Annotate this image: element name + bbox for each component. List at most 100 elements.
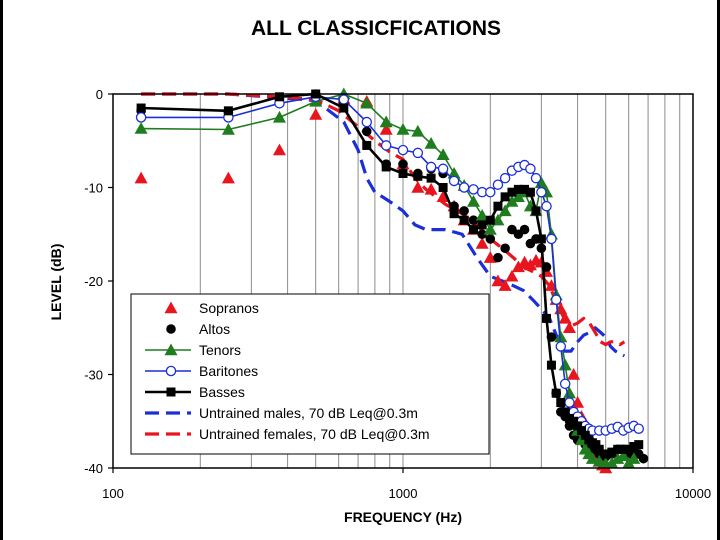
legend-label: Untrained males, 70 dB Leq@0.3m bbox=[199, 405, 418, 421]
x-axis-label: FREQUENCY (Hz) bbox=[344, 509, 462, 525]
open-circle-marker bbox=[536, 186, 547, 198]
square-marker bbox=[573, 421, 583, 431]
x-tick-label: 100 bbox=[102, 486, 124, 501]
triangle-marker bbox=[558, 358, 572, 371]
square-marker bbox=[166, 387, 176, 397]
triangle-marker bbox=[221, 123, 235, 135]
circle-marker bbox=[485, 234, 496, 244]
square-marker bbox=[576, 426, 586, 436]
square-marker bbox=[629, 441, 639, 451]
legend-item: Baritones bbox=[145, 363, 258, 379]
open-circle-marker bbox=[559, 378, 571, 390]
triangle-marker bbox=[505, 269, 519, 282]
chart-title: ALL CLASSICFICATIONS bbox=[251, 17, 501, 40]
open-circle-marker bbox=[165, 365, 177, 377]
open-circle-marker bbox=[458, 182, 470, 193]
open-circle-marker bbox=[448, 175, 460, 187]
triangle-marker bbox=[411, 181, 425, 193]
circle-marker bbox=[398, 159, 408, 169]
axes: 0 -10 -20 -30 -40 100 1000 10000 bbox=[84, 87, 711, 501]
triangle-marker bbox=[379, 115, 393, 128]
triangle-marker bbox=[567, 368, 581, 380]
legend: Sopranos Altos Tenors Baritones Basses Untrai… bbox=[130, 293, 490, 455]
y-tick-label: -30 bbox=[84, 368, 103, 383]
square-marker bbox=[525, 187, 535, 197]
y-tick-label: 0 bbox=[96, 87, 103, 102]
square-marker bbox=[136, 103, 146, 113]
series-line bbox=[141, 92, 626, 347]
square-marker bbox=[223, 106, 233, 116]
open-circle-marker bbox=[550, 294, 562, 305]
square-marker bbox=[513, 184, 523, 194]
legend-label: Tenors bbox=[199, 342, 241, 358]
circle-marker bbox=[468, 215, 479, 226]
legend-label: Untrained females, 70 dB Leq@0.3m bbox=[199, 426, 430, 442]
open-circle-marker bbox=[485, 186, 496, 198]
triangle-marker bbox=[491, 274, 505, 287]
triangle-marker bbox=[627, 452, 641, 464]
open-circle-marker bbox=[525, 163, 536, 175]
legend-item: Untrained females, 70 dB Leq@0.3m bbox=[145, 426, 430, 442]
open-circle-marker bbox=[555, 341, 567, 352]
legend-label: Sopranos bbox=[199, 300, 259, 316]
square-marker bbox=[507, 187, 517, 197]
triangle-marker bbox=[396, 123, 410, 135]
circle-marker bbox=[166, 324, 176, 334]
circle-marker bbox=[361, 126, 372, 137]
square-marker bbox=[485, 215, 495, 225]
series-layer bbox=[134, 87, 649, 474]
square-marker bbox=[591, 440, 601, 450]
triangle-marker bbox=[505, 195, 519, 207]
circle-marker bbox=[493, 252, 503, 263]
open-circle-marker bbox=[468, 184, 479, 195]
legend-item: Altos bbox=[166, 321, 230, 337]
square-marker bbox=[569, 416, 579, 426]
square-marker bbox=[339, 103, 349, 113]
triangle-marker bbox=[554, 330, 568, 343]
triangle-marker bbox=[309, 108, 323, 120]
circle-marker bbox=[638, 453, 649, 464]
square-marker bbox=[398, 168, 408, 178]
triangle-marker bbox=[511, 190, 525, 203]
legend-item: Untrained males, 70 dB Leq@0.3m bbox=[145, 405, 418, 421]
open-circle-marker bbox=[397, 144, 409, 156]
triangle-marker bbox=[558, 311, 572, 324]
open-circle-marker bbox=[564, 397, 575, 408]
square-marker bbox=[493, 201, 503, 211]
open-circle-marker bbox=[380, 140, 392, 151]
square-marker bbox=[274, 92, 284, 102]
triangle-marker bbox=[424, 137, 438, 149]
triangle-marker bbox=[411, 124, 425, 137]
square-marker bbox=[477, 220, 487, 230]
square-marker bbox=[613, 444, 623, 454]
series-line bbox=[141, 92, 626, 358]
open-circle-marker bbox=[541, 200, 552, 212]
triangle-marker bbox=[498, 279, 512, 291]
square-marker bbox=[624, 444, 634, 454]
circle-marker bbox=[459, 206, 469, 216]
chart: ALL CLASSICFICATIONS 0 -10 -20 -30 -40 100 100… bbox=[48, 17, 711, 525]
square-marker bbox=[556, 398, 566, 408]
triangle-marker bbox=[221, 171, 235, 184]
triangle-marker bbox=[466, 195, 480, 207]
legend-label: Basses bbox=[199, 384, 245, 400]
open-circle-marker bbox=[412, 147, 424, 159]
y-tick-label: -20 bbox=[84, 274, 103, 289]
triangle-marker bbox=[585, 452, 599, 464]
square-marker bbox=[362, 140, 372, 150]
triangle-marker bbox=[134, 171, 148, 184]
y-tick-label: -10 bbox=[84, 181, 103, 196]
square-marker bbox=[426, 173, 436, 183]
triangle-marker bbox=[379, 123, 393, 135]
triangle-marker bbox=[436, 190, 450, 203]
open-circle-marker bbox=[361, 116, 373, 128]
triangle-marker bbox=[498, 204, 512, 217]
open-circle-marker bbox=[530, 172, 542, 184]
square-marker bbox=[459, 215, 469, 225]
triangle-marker bbox=[605, 456, 619, 469]
triangle-marker bbox=[483, 223, 497, 235]
open-circle-marker bbox=[338, 94, 350, 105]
triangle-marker bbox=[164, 343, 178, 356]
open-circle-marker bbox=[546, 233, 557, 245]
